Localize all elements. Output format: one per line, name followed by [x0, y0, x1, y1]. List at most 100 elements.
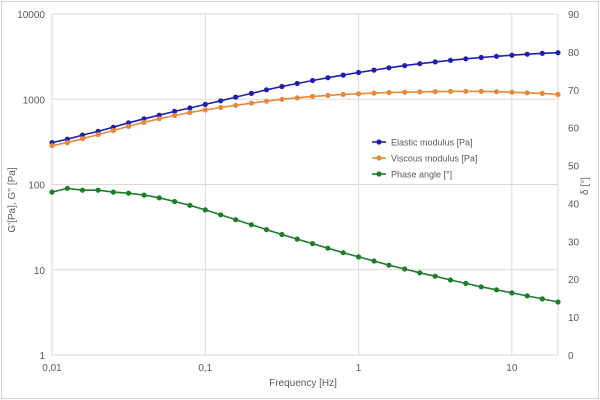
data-point	[555, 50, 561, 56]
data-point	[371, 258, 377, 264]
y-right-axis-label: δ [°]	[580, 177, 591, 195]
data-point	[263, 227, 270, 233]
y-left-tick-label: 1	[39, 351, 45, 362]
data-point	[524, 51, 530, 57]
data-point	[524, 293, 530, 299]
data-point	[555, 91, 561, 97]
series-3	[49, 185, 561, 305]
data-point	[340, 91, 346, 97]
data-point	[202, 207, 208, 213]
data-point	[110, 189, 116, 195]
legend-label: Phase angle [°]	[391, 170, 452, 180]
x-tick-labels: 0,01 0,1 1 10	[42, 363, 518, 374]
y-left-tick-label: 10	[34, 266, 46, 277]
y-right-tick-label: 10	[568, 313, 580, 324]
data-point	[417, 89, 423, 95]
y-right-tick-label: 70	[568, 86, 580, 97]
data-point	[325, 75, 331, 81]
data-point	[340, 250, 346, 256]
data-point	[539, 296, 545, 302]
y-right-tick-label: 60	[568, 124, 580, 135]
data-point	[279, 96, 285, 102]
data-point	[156, 195, 162, 201]
x-tick-label: 1	[356, 363, 362, 374]
data-point	[386, 65, 392, 71]
data-point	[79, 187, 86, 193]
data-point	[509, 89, 515, 95]
data-point	[478, 284, 484, 290]
data-point	[248, 100, 254, 106]
y-right-tick-label: 0	[568, 351, 574, 362]
data-point	[126, 120, 132, 126]
data-point	[233, 94, 239, 100]
data-point	[310, 93, 316, 99]
legend-marker	[376, 155, 382, 161]
series-lines	[49, 50, 561, 305]
data-point	[187, 202, 193, 208]
data-point	[432, 59, 438, 65]
data-point	[294, 236, 300, 242]
y-right-tick-label: 30	[568, 237, 580, 248]
x-axis-label: Frequency [Hz]	[269, 378, 337, 389]
y-right-tick-labels: 0 10 20 30 40 50 60 70 80 90	[568, 10, 580, 362]
data-point	[417, 61, 423, 67]
data-point	[279, 231, 285, 238]
data-point	[218, 212, 224, 218]
data-point	[478, 54, 484, 61]
x-tick-label: 0,1	[198, 363, 212, 374]
y-right-tick-label: 20	[568, 275, 580, 286]
data-point	[463, 56, 469, 62]
y-left-tick-label: 100	[28, 181, 45, 192]
y-left-axis-label: G'[Pa], G'' [Pa]	[7, 167, 18, 232]
data-point	[263, 98, 270, 104]
data-point	[233, 217, 239, 223]
data-point	[356, 254, 362, 260]
data-point	[95, 132, 101, 138]
grid-lines	[51, 13, 559, 356]
data-point	[356, 91, 362, 97]
data-point	[156, 116, 162, 122]
data-point	[356, 69, 362, 76]
y-left-tick-labels: 1 10 100 1000 10000	[17, 10, 45, 362]
data-point	[310, 77, 316, 84]
data-point	[218, 104, 224, 111]
legend-label: Viscous modulus [Pa]	[391, 154, 477, 164]
x-tick-label: 10	[506, 363, 518, 374]
data-point	[202, 107, 208, 113]
data-point	[432, 273, 438, 279]
data-point	[447, 88, 454, 94]
data-point	[64, 185, 70, 191]
data-point	[172, 112, 178, 119]
x-tick-label: 0,01	[42, 363, 62, 374]
data-point	[294, 95, 300, 101]
series-2	[49, 88, 561, 149]
data-point	[371, 67, 377, 73]
data-point	[248, 222, 254, 228]
data-point	[172, 108, 178, 114]
data-point	[141, 192, 147, 198]
data-point	[509, 290, 515, 296]
data-point	[417, 270, 423, 276]
data-point	[493, 89, 500, 95]
data-point	[187, 109, 193, 116]
data-point	[325, 245, 331, 251]
data-point	[447, 277, 454, 283]
data-point	[325, 92, 331, 98]
data-point	[141, 119, 147, 125]
data-point	[509, 52, 515, 58]
data-point	[386, 89, 392, 96]
series-line	[51, 187, 559, 303]
data-point	[79, 132, 86, 138]
y-right-tick-label: 40	[568, 199, 580, 210]
data-point	[156, 112, 162, 118]
data-point	[463, 88, 469, 94]
legend-label: Elastic modulus [Pa]	[391, 138, 473, 148]
data-point	[294, 80, 300, 87]
data-point	[126, 190, 132, 196]
data-point	[141, 116, 147, 122]
data-point	[463, 280, 469, 286]
data-point	[402, 63, 408, 69]
data-point	[432, 89, 438, 95]
data-point	[49, 189, 55, 195]
